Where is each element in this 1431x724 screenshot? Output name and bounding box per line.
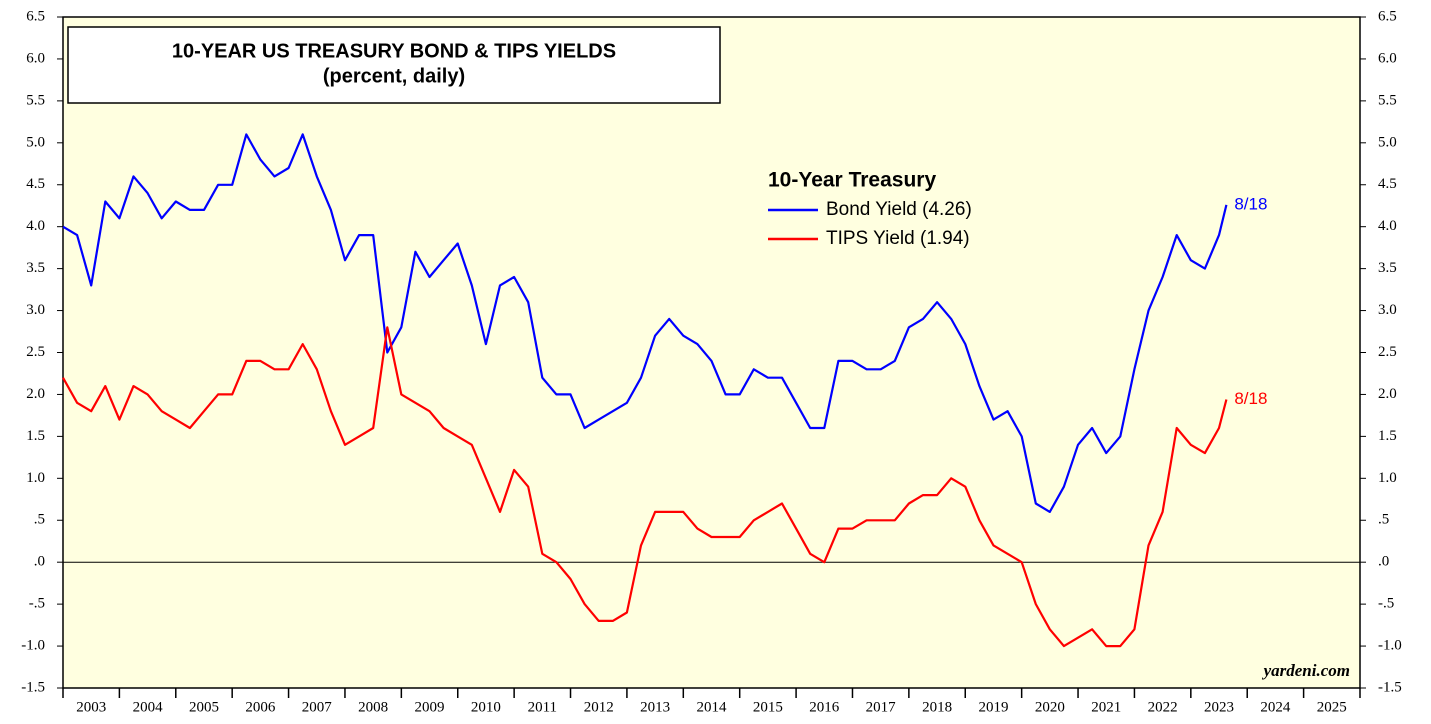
y-tick-label: 4.0 — [26, 218, 45, 234]
y-tick-label: 5.5 — [26, 92, 45, 108]
y-tick-label: 6.0 — [26, 50, 45, 66]
y2-tick-label: 1.0 — [1378, 470, 1397, 486]
y2-tick-label: 5.5 — [1378, 92, 1397, 108]
x-tick-label: 2025 — [1317, 699, 1347, 715]
x-tick-label: 2003 — [76, 699, 106, 715]
x-tick-label: 2018 — [922, 699, 952, 715]
x-tick-label: 2023 — [1204, 699, 1234, 715]
end-label: 8/18 — [1234, 194, 1267, 213]
end-label: 8/18 — [1234, 389, 1267, 408]
x-tick-label: 2020 — [1035, 699, 1065, 715]
x-tick-label: 2013 — [640, 699, 670, 715]
plot-area — [62, 16, 1361, 689]
y2-tick-label: 2.0 — [1378, 386, 1397, 402]
x-tick-label: 2019 — [978, 699, 1008, 715]
x-tick-label: 2017 — [866, 699, 897, 715]
y-tick-label: 4.5 — [26, 176, 45, 192]
y-tick-label: 2.5 — [26, 344, 45, 360]
y2-tick-label: 6.0 — [1378, 50, 1397, 66]
x-tick-label: 2024 — [1260, 699, 1291, 715]
x-tick-label: 2011 — [528, 699, 557, 715]
y2-tick-label: .0 — [1378, 554, 1389, 570]
series-line — [62, 133, 1228, 513]
x-tick-label: 2009 — [415, 699, 445, 715]
series-line — [62, 326, 1228, 648]
y-tick-label: 6.5 — [26, 8, 45, 24]
x-tick-label: 2007 — [302, 699, 333, 715]
y-tick-label: -.5 — [29, 596, 45, 612]
y2-tick-label: 2.5 — [1378, 344, 1397, 360]
x-tick-label: 2004 — [133, 699, 164, 715]
y-tick-label: 1.5 — [26, 428, 45, 444]
y-tick-label: .0 — [34, 554, 45, 570]
y-tick-label: 5.0 — [26, 134, 45, 150]
x-tick-label: 2010 — [471, 699, 501, 715]
y2-tick-label: 5.0 — [1378, 134, 1397, 150]
x-tick-label: 2014 — [697, 699, 728, 715]
y-tick-label: -1.5 — [21, 679, 45, 695]
y-tick-label: 1.0 — [26, 470, 45, 486]
y2-tick-label: 4.5 — [1378, 176, 1397, 192]
title-box — [67, 26, 721, 104]
x-tick-label: 2022 — [1148, 699, 1178, 715]
legend-label: TIPS Yield (1.94) — [826, 228, 970, 249]
chart-subtitle: (percent, daily) — [323, 65, 465, 87]
legend-title: 10-Year Treasury — [768, 169, 936, 192]
y2-tick-label: 4.0 — [1378, 218, 1397, 234]
x-tick-label: 2016 — [809, 699, 840, 715]
x-tick-label: 2021 — [1091, 699, 1121, 715]
y2-tick-label: 3.5 — [1378, 260, 1397, 276]
chart-title: 10-YEAR US TREASURY BOND & TIPS YIELDS — [172, 40, 616, 62]
y2-tick-label: 6.5 — [1378, 8, 1397, 24]
y-tick-label: -1.0 — [21, 638, 45, 654]
source: yardeni.com — [1262, 661, 1350, 680]
x-tick-label: 2006 — [245, 699, 276, 715]
y-tick-label: 3.0 — [26, 302, 45, 318]
x-tick-label: 2015 — [753, 699, 783, 715]
y-tick-label: .5 — [34, 512, 45, 528]
y2-tick-label: 1.5 — [1378, 428, 1397, 444]
x-tick-label: 2008 — [358, 699, 388, 715]
y2-tick-label: -1.5 — [1378, 679, 1402, 695]
y2-tick-label: 3.0 — [1378, 302, 1397, 318]
y2-tick-label: .5 — [1378, 512, 1389, 528]
y2-tick-label: -.5 — [1378, 596, 1394, 612]
legend-label: Bond Yield (4.26) — [826, 199, 972, 220]
y2-tick-label: -1.0 — [1378, 638, 1402, 654]
y-tick-label: 3.5 — [26, 260, 45, 276]
x-tick-label: 2012 — [584, 699, 614, 715]
y-tick-label: 2.0 — [26, 386, 45, 402]
x-tick-label: 2005 — [189, 699, 219, 715]
